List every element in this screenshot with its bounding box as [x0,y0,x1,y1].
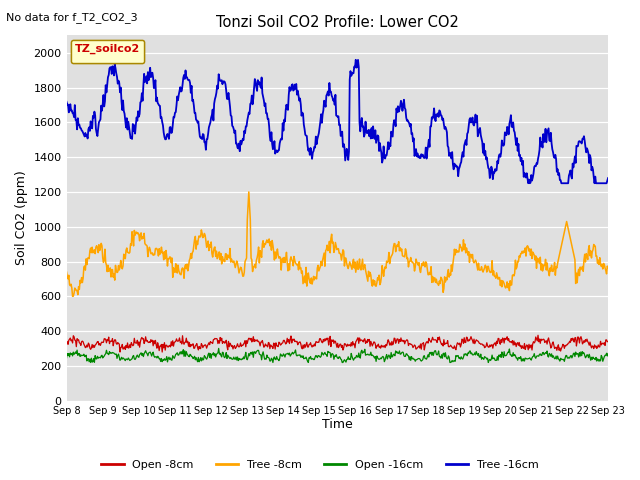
Y-axis label: Soil CO2 (ppm): Soil CO2 (ppm) [15,171,28,265]
Legend:  [72,40,145,63]
X-axis label: Time: Time [322,419,353,432]
Legend: Open -8cm, Tree -8cm, Open -16cm, Tree -16cm: Open -8cm, Tree -8cm, Open -16cm, Tree -… [97,456,543,474]
Title: Tonzi Soil CO2 Profile: Lower CO2: Tonzi Soil CO2 Profile: Lower CO2 [216,15,459,30]
Text: No data for f_T2_CO2_3: No data for f_T2_CO2_3 [6,12,138,23]
